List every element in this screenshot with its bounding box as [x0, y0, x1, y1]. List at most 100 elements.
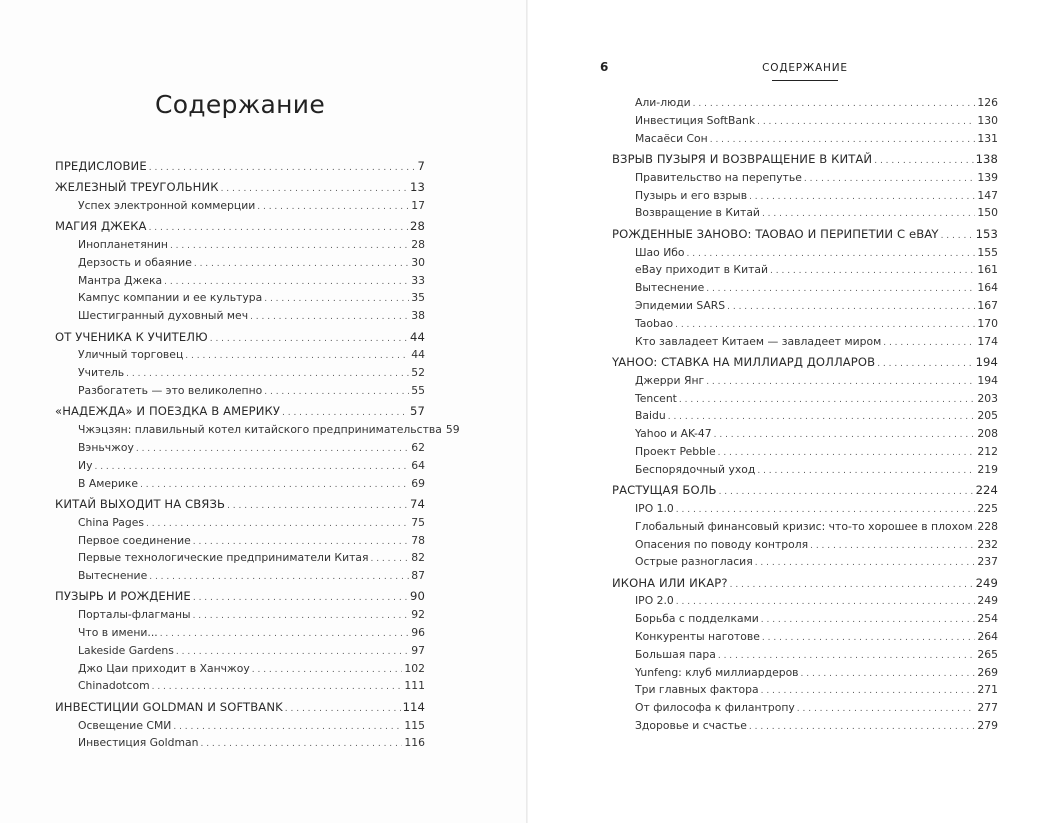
dot-leader [149, 220, 408, 238]
entry-page-number: 28 [410, 219, 425, 234]
dot-leader [170, 238, 409, 256]
entry-title: В Америке [78, 476, 139, 490]
entry-page-number: 139 [977, 170, 998, 184]
toc-subsection-entry: Беспорядочный уход 219 [612, 461, 998, 479]
entry-page-number: 90 [410, 589, 425, 604]
dot-leader [975, 520, 976, 538]
entry-page-number: 147 [977, 188, 998, 202]
toc-subsection-entry: Здоровье и счастье 279 [612, 717, 998, 735]
entry-page-number: 55 [411, 383, 425, 397]
toc-subsection-entry: Разбогатеть — это великолепно 55 [55, 382, 425, 400]
entry-page-number: 208 [977, 427, 998, 441]
toc-subsection-entry: Эпидемии SARS 167 [612, 297, 998, 315]
toc-section-entry: ПРЕДИСЛОВИЕ 7 [55, 158, 425, 176]
entry-title: Освещение СМИ [78, 718, 172, 732]
toc-subsection-entry: IPO 1.0 225 [612, 500, 998, 518]
page-number: 6 [600, 60, 609, 74]
entry-title: Порталы-флагманы [78, 608, 191, 622]
entry-title: Первые технологические предприниматели К… [78, 551, 369, 565]
entry-title: Дерзость и обаяние [78, 255, 192, 269]
entry-page-number: 74 [410, 496, 425, 511]
entry-title: РОЖДЕННЫЕ ЗАНОВО: TAOBAO И ПЕРИПЕТИИ С e… [612, 226, 939, 241]
entry-page-number: 52 [411, 366, 425, 380]
entry-page-number: 78 [411, 533, 425, 547]
entry-page-number: 97 [411, 643, 425, 657]
toc-subsection-entry: Проект Pebble 212 [612, 443, 998, 461]
entry-page-number: 130 [977, 113, 998, 127]
toc-subsection-entry: Успех электронной коммерции 17 [55, 197, 425, 215]
toc-subsection-entry: Борьба с подделками 254 [612, 610, 998, 628]
dot-leader [185, 348, 409, 366]
dot-leader [149, 160, 416, 178]
toc-subsection-entry: Чжэцзян: плавильный котел китайского пре… [55, 421, 460, 439]
toc-subsection-entry: Инвестиция SoftBank 130 [612, 112, 998, 130]
dot-leader [152, 679, 403, 697]
dot-leader [727, 299, 975, 317]
entry-page-number: 92 [411, 608, 425, 622]
entry-title: Борьба с подделками [635, 612, 759, 626]
entry-page-number: 82 [411, 551, 425, 565]
entry-page-number: 249 [977, 594, 998, 608]
entry-page-number: 96 [411, 626, 425, 640]
toc-section-entry: РАСТУЩАЯ БОЛЬ 224 [612, 482, 998, 500]
dot-leader [668, 409, 976, 427]
toc-subsection-entry: Большая пара 265 [612, 646, 998, 664]
entry-title: eBay приходит в Китай [635, 263, 769, 277]
entry-page-number: 150 [977, 206, 998, 220]
toc-section-entry: «НАДЕЖДА» И ПОЕЗДКА В АМЕРИКУ 57 [55, 403, 425, 421]
entry-title: Али-люди [635, 96, 691, 109]
entry-title: Tencent [635, 391, 677, 405]
toc-subsection-entry: В Америке 69 [55, 475, 425, 493]
toc-subsection-entry: Возвращение в Китай 150 [612, 204, 998, 222]
entry-title: Конкуренты наготове [635, 630, 760, 644]
entry-page-number: 38 [411, 309, 425, 323]
entry-page-number: 205 [977, 409, 998, 423]
entry-page-number: 203 [977, 391, 998, 405]
entry-title: Правительство на перепутье [635, 170, 802, 184]
toc-subsection-entry: Yunfeng: клуб миллиардеров 269 [612, 664, 998, 682]
toc-subsection-entry: IPO 2.0 249 [612, 592, 998, 610]
toc-subsection-entry: Глобальный финансовый кризис: что-то хор… [612, 518, 998, 536]
toc-list: Али-люди 126 Инвестиция SoftBank 130 Масаёси… [612, 94, 998, 735]
toc-subsection-entry: Yahoo и AK-47 208 [612, 425, 998, 443]
entry-page-number: 115 [404, 718, 425, 732]
entry-title: Проект Pebble [635, 444, 716, 458]
entry-title: Шао Ибо [635, 245, 685, 259]
entry-page-number: 126 [977, 96, 998, 109]
toc-subsection-entry: Шао Ибо 155 [612, 244, 998, 262]
toc-subsection-entry: Освещение СМИ 115 [55, 717, 425, 735]
dot-leader [883, 335, 975, 353]
toc-subsection-entry: eBay приходит в Китай 161 [612, 261, 998, 279]
entry-title: РАСТУЩАЯ БОЛЬ [612, 483, 717, 498]
entry-page-number: 131 [977, 131, 998, 145]
entry-page-number: 28 [411, 237, 425, 251]
dot-leader [718, 445, 976, 463]
entry-page-number: 249 [975, 575, 998, 590]
dot-leader [257, 199, 409, 217]
entry-page-number: 44 [411, 348, 425, 362]
toc-subsection-entry: Tencent 203 [612, 390, 998, 408]
entry-title: ОТ УЧЕНИКА К УЧИТЕЛЮ [55, 329, 208, 344]
entry-title: Глобальный финансовый кризис: что-то хор… [635, 519, 973, 533]
dot-leader [941, 228, 974, 246]
entry-title: Chinadotcom [78, 679, 150, 693]
dot-leader [149, 569, 409, 587]
entry-page-number: 57 [410, 404, 425, 419]
header-rule [772, 80, 838, 81]
toc-subsection-entry: Острые разногласия 237 [612, 553, 998, 571]
dot-leader [706, 374, 975, 392]
entry-page-number: 75 [411, 515, 425, 529]
entry-title: ИНВЕСТИЦИИ GOLDMAN И SOFTBANK [55, 699, 283, 714]
dot-leader [804, 171, 976, 189]
entry-page-number: 13 [410, 179, 425, 194]
entry-page-number: 271 [977, 683, 998, 697]
dot-leader [761, 612, 976, 630]
entry-title: IPO 1.0 [635, 501, 674, 515]
entry-page-number: 224 [975, 483, 998, 498]
toc-section-entry: КИТАЙ ВЫХОДИТ НА СВЯЗЬ 74 [55, 496, 425, 514]
dot-leader [706, 281, 975, 299]
entry-title: Вэньчжоу [78, 440, 134, 454]
toc-subsection-entry: Chinadotcom 111 [55, 677, 425, 695]
dot-leader [193, 608, 410, 626]
dot-leader [370, 551, 409, 569]
